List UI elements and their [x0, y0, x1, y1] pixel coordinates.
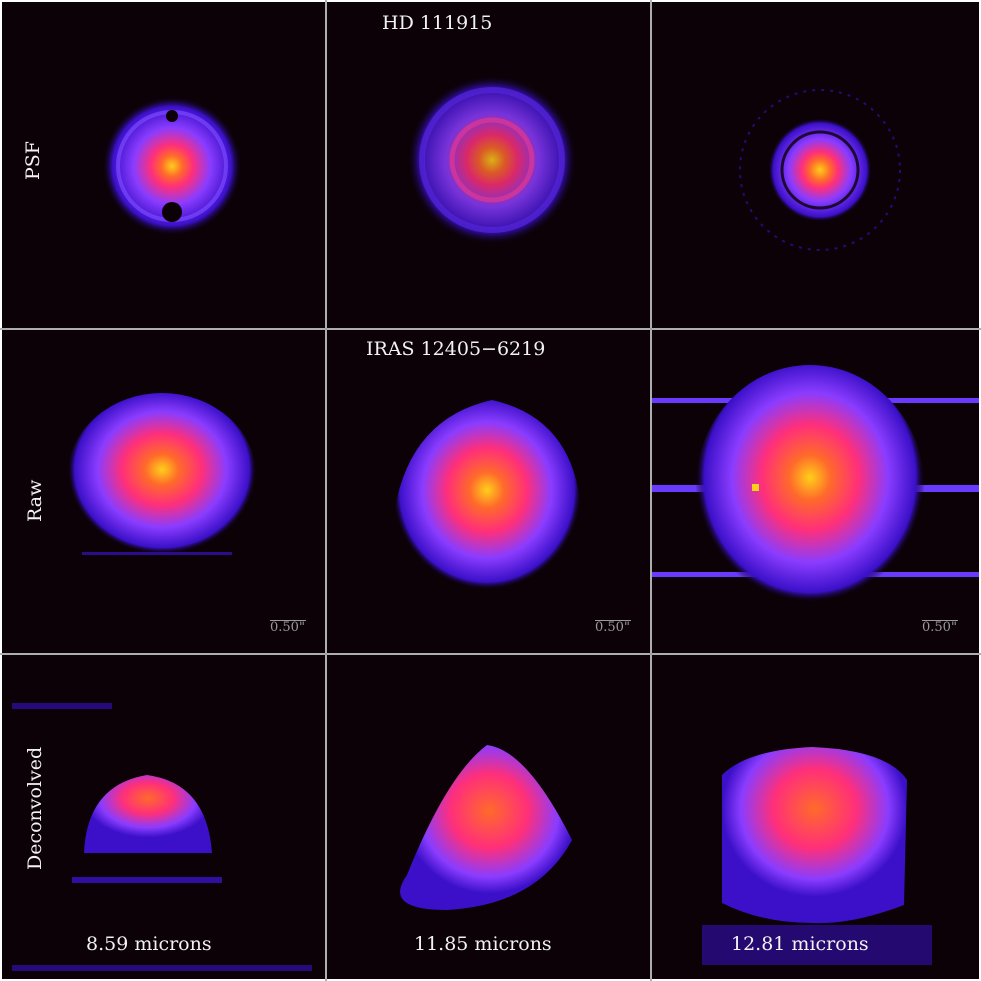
scale-label-2: 0.50": [595, 620, 630, 635]
panel-psf-11-85: [327, 2, 650, 328]
scale-bar-1: [270, 620, 306, 621]
scale-bar-3: [922, 620, 958, 621]
wavelength-label-3: 12.81 microns: [731, 933, 869, 955]
row-label-psf: PSF: [22, 141, 44, 180]
grid-line-v1: [325, 0, 327, 981]
panel-psf-12-81: [652, 2, 979, 328]
grid-line-h1: [0, 328, 981, 330]
panel-deconvolved-8-59: [2, 655, 325, 979]
panel-deconvolved-12-81: [652, 655, 979, 979]
wavelength-label-2: 11.85 microns: [414, 933, 552, 955]
header-science-target: IRAS 12405−6219: [366, 338, 546, 360]
scale-bar-2: [595, 620, 631, 621]
scale-label-1: 0.50": [270, 620, 305, 635]
scale-label-3: 0.50": [922, 620, 957, 635]
grid-line-h2: [0, 653, 981, 655]
grid-line-v2: [650, 0, 652, 981]
row-label-raw: Raw: [24, 479, 46, 522]
wavelength-label-1: 8.59 microns: [86, 933, 212, 955]
panel-deconvolved-11-85: [327, 655, 650, 979]
panel-raw-11-85: [327, 330, 650, 653]
panel-raw-8-59: [2, 330, 325, 653]
panel-raw-12-81: [652, 330, 979, 653]
row-label-deconvolved: Deconvolved: [24, 746, 46, 870]
header-psf-target: HD 111915: [382, 12, 493, 34]
panel-psf-8-59: [2, 2, 325, 328]
